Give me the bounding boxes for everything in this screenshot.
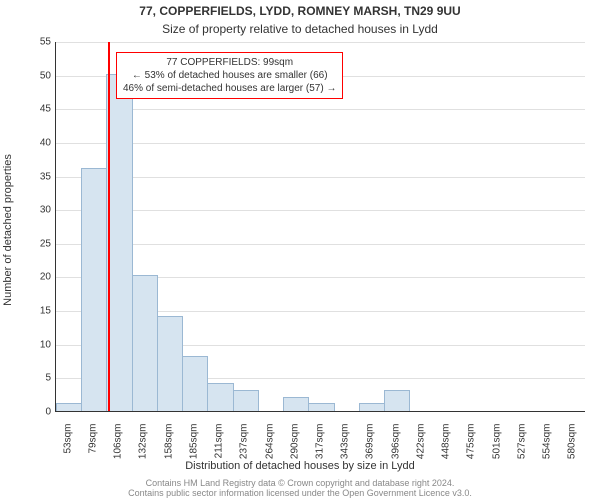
- chart-subtitle: Size of property relative to detached ho…: [0, 22, 600, 36]
- histogram-bar: [182, 356, 208, 411]
- annotation-line: 77 COPPERFIELDS: 99sqm: [123, 56, 336, 69]
- x-tick-label: 79sqm: [87, 424, 98, 474]
- gridline: [56, 143, 585, 144]
- histogram-bar: [81, 168, 107, 411]
- x-tick-label: 211sqm: [214, 424, 225, 474]
- x-tick-label: 475sqm: [466, 424, 477, 474]
- x-tick-label: 185sqm: [188, 424, 199, 474]
- y-tick-label: 45: [35, 104, 51, 115]
- footer-line1: Contains HM Land Registry data © Crown c…: [0, 478, 600, 488]
- histogram-bar: [157, 316, 183, 411]
- y-tick-label: 40: [35, 137, 51, 148]
- plot-area: 77 COPPERFIELDS: 99sqm← 53% of detached …: [55, 42, 585, 412]
- x-tick-label: 317sqm: [315, 424, 326, 474]
- footer-line2: Contains public sector information licen…: [0, 488, 600, 498]
- y-tick-label: 25: [35, 238, 51, 249]
- x-tick-label: 369sqm: [365, 424, 376, 474]
- histogram-bar: [384, 390, 410, 411]
- y-tick-label: 50: [35, 70, 51, 81]
- annotation-box: 77 COPPERFIELDS: 99sqm← 53% of detached …: [116, 52, 343, 99]
- y-tick-label: 30: [35, 205, 51, 216]
- gridline: [56, 244, 585, 245]
- x-tick-label: 580sqm: [567, 424, 578, 474]
- y-tick-label: 10: [35, 339, 51, 350]
- x-tick-label: 53sqm: [62, 424, 73, 474]
- y-tick-label: 55: [35, 37, 51, 48]
- annotation-line: ← 53% of detached houses are smaller (66…: [123, 69, 336, 82]
- y-tick-label: 15: [35, 306, 51, 317]
- y-tick-label: 20: [35, 272, 51, 283]
- footer-attribution: Contains HM Land Registry data © Crown c…: [0, 478, 600, 498]
- x-tick-label: 264sqm: [264, 424, 275, 474]
- chart-container: 77, COPPERFIELDS, LYDD, ROMNEY MARSH, TN…: [0, 0, 600, 500]
- x-tick-label: 448sqm: [441, 424, 452, 474]
- x-tick-label: 290sqm: [289, 424, 300, 474]
- x-tick-label: 527sqm: [516, 424, 527, 474]
- x-tick-label: 396sqm: [390, 424, 401, 474]
- y-tick-label: 35: [35, 171, 51, 182]
- x-tick-label: 237sqm: [239, 424, 250, 474]
- histogram-bar: [106, 74, 132, 411]
- x-tick-label: 422sqm: [415, 424, 426, 474]
- histogram-bar: [283, 397, 309, 411]
- gridline: [56, 42, 585, 43]
- x-tick-label: 158sqm: [163, 424, 174, 474]
- histogram-bar: [132, 275, 158, 411]
- x-tick-label: 106sqm: [113, 424, 124, 474]
- chart-title: 77, COPPERFIELDS, LYDD, ROMNEY MARSH, TN…: [0, 4, 600, 18]
- gridline: [56, 109, 585, 110]
- histogram-bar: [308, 403, 334, 411]
- gridline: [56, 177, 585, 178]
- histogram-bar: [56, 403, 82, 411]
- y-axis-label: Number of detached properties: [2, 154, 14, 306]
- x-tick-label: 132sqm: [138, 424, 149, 474]
- annotation-line: 46% of semi-detached houses are larger (…: [123, 82, 336, 95]
- y-tick-label: 5: [35, 373, 51, 384]
- x-tick-label: 501sqm: [491, 424, 502, 474]
- histogram-bar: [233, 390, 259, 411]
- histogram-bar: [359, 403, 385, 411]
- y-tick-label: 0: [35, 407, 51, 418]
- x-tick-label: 554sqm: [542, 424, 553, 474]
- histogram-bar: [207, 383, 233, 411]
- gridline: [56, 210, 585, 211]
- x-tick-label: 343sqm: [340, 424, 351, 474]
- property-marker-line: [108, 42, 110, 411]
